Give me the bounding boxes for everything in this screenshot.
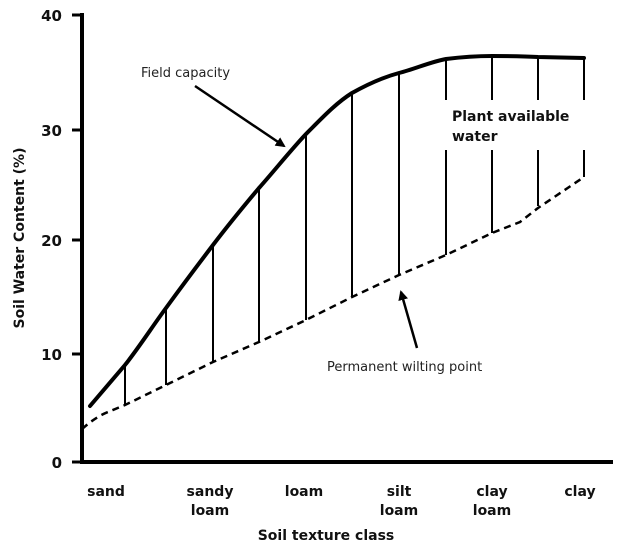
wilting-point-arrow xyxy=(398,290,419,349)
category-loam: loam xyxy=(285,484,323,500)
svg-text:loam: loam xyxy=(191,503,229,519)
paw-label-line2: water xyxy=(452,129,498,145)
y-tick-30: 30 xyxy=(41,122,62,140)
svg-text:loam: loam xyxy=(285,484,323,500)
y-tick-0: 0 xyxy=(52,454,62,472)
category-clay-loam: clay loam xyxy=(473,484,511,519)
category-silt-loam: silt loam xyxy=(380,484,418,519)
svg-text:sandy: sandy xyxy=(187,484,234,500)
category-sandy-loam: sandy loam xyxy=(187,484,234,519)
y-axis: 40 30 20 10 0 Soil Water Content (%) xyxy=(12,7,84,472)
y-tick-10: 10 xyxy=(41,346,62,364)
x-axis: sand sandy loam loam silt loam clay loam… xyxy=(80,460,613,544)
y-axis-title: Soil Water Content (%) xyxy=(12,148,28,329)
svg-text:loam: loam xyxy=(473,503,511,519)
category-clay: clay xyxy=(564,484,595,500)
svg-text:clay: clay xyxy=(476,484,507,500)
field-capacity-annotation: Field capacity xyxy=(141,66,286,148)
field-capacity-label: Field capacity xyxy=(141,66,230,81)
svg-text:silt: silt xyxy=(387,484,412,500)
y-tick-20: 20 xyxy=(41,232,62,250)
y-tick-40: 40 xyxy=(41,7,62,25)
svg-text:clay: clay xyxy=(564,484,595,500)
x-axis-title: Soil texture class xyxy=(258,528,395,544)
field-capacity-arrow xyxy=(194,84,286,148)
svg-text:loam: loam xyxy=(380,503,418,519)
wilting-point-annotation: Permanent wilting point xyxy=(327,290,482,375)
wilting-point-curve xyxy=(81,175,585,430)
plant-available-water-hatching xyxy=(124,56,585,405)
field-capacity-curve xyxy=(88,54,586,408)
plant-available-water-annotation: Plant available water xyxy=(452,109,569,145)
paw-label-line1: Plant available xyxy=(452,109,569,125)
category-sand: sand xyxy=(87,484,125,500)
wilting-point-label: Permanent wilting point xyxy=(327,360,482,375)
svg-text:sand: sand xyxy=(87,484,125,500)
